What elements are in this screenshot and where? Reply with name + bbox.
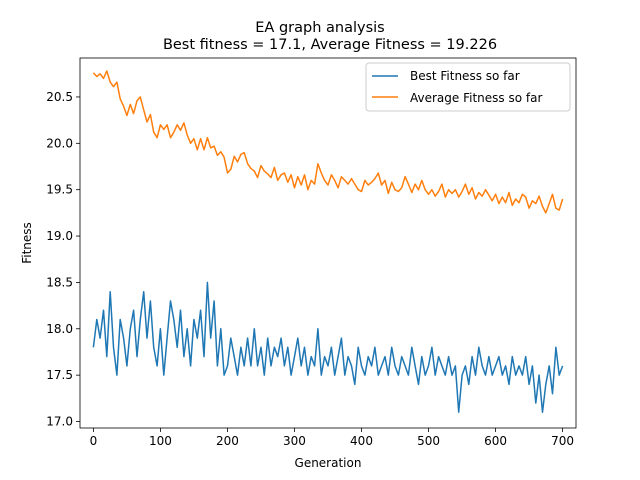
chart-title-line2: Best fitness = 17.1, Average Fitness = 1… <box>163 37 497 53</box>
y-tick-label: 20.5 <box>46 90 73 104</box>
y-tick-label: 17.0 <box>46 415 73 429</box>
y-tick-label: 19.5 <box>46 183 73 197</box>
axes-frame <box>79 57 577 429</box>
x-tick-label: 600 <box>484 434 507 448</box>
y-tick-label: 20.0 <box>46 136 73 150</box>
y-tick-label: 18.5 <box>46 275 73 289</box>
x-tick-label: 300 <box>283 434 306 448</box>
legend-label-best: Best Fitness so far <box>410 69 520 83</box>
legend-label-average: Average Fitness so far <box>410 91 542 105</box>
axes: 0 100 200 300 400 500 600 700 17.0 17.5 18.0 18.5 19… <box>46 57 577 448</box>
legend: Best Fitness so far Average Fitness so f… <box>365 62 571 112</box>
x-tick-label: 0 <box>90 434 98 448</box>
legend-box <box>365 62 571 112</box>
x-tick-label: 100 <box>149 434 172 448</box>
x-tick-label: 500 <box>417 434 440 448</box>
y-tick-label: 17.5 <box>46 368 73 382</box>
y-tick-label: 19.0 <box>46 229 73 243</box>
series-line-average-fitness <box>92 70 564 214</box>
plot-area <box>92 70 564 413</box>
chart-title-line1: EA graph analysis <box>255 20 384 36</box>
x-tick-label: 200 <box>216 434 239 448</box>
y-axis-label: Fitness <box>20 222 34 264</box>
x-tick-label: 400 <box>350 434 373 448</box>
y-tick-label: 18.0 <box>46 322 73 336</box>
x-tick-label: 700 <box>551 434 574 448</box>
series-line-best-fitness <box>92 281 564 413</box>
x-axis-label: Generation <box>295 456 362 470</box>
